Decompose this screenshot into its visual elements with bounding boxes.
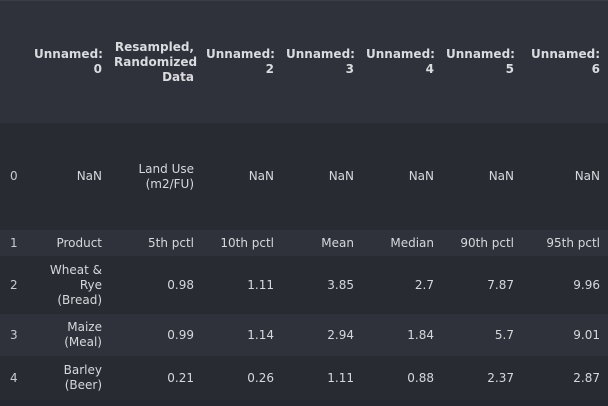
index-header: [0, 1, 30, 123]
header-row: Unnamed: 0 Resampled, Randomized Data Un…: [0, 1, 608, 123]
table-cell: 1.14: [247, 327, 274, 342]
table-cell: 9.01: [573, 327, 600, 342]
table-cell: 2.94: [327, 327, 354, 342]
table-cell: 0.99: [167, 327, 194, 342]
table-cell: Land Use (m2/FU): [138, 161, 195, 191]
table-cell: 1.84: [407, 327, 434, 342]
column-header: Unnamed: 6: [531, 47, 600, 76]
table-cell: 0.98: [167, 277, 194, 292]
table-cell: 10th pctl: [220, 235, 274, 250]
table-row: 2 Wheat & Rye (Bread) 0.98 1.11 3.85 2.7…: [0, 256, 608, 314]
table-cell: 3.85: [327, 277, 354, 292]
table-cell: 1.11: [247, 277, 274, 292]
table-cell: 95th pctl: [546, 235, 600, 250]
table-cell: Median: [390, 235, 434, 250]
table-cell: 90th pctl: [460, 235, 514, 250]
column-header: Unnamed: 2: [206, 47, 275, 76]
table-cell: Product: [56, 235, 102, 250]
column-header: Resampled, Randomized Data: [114, 39, 198, 84]
row-index: 0: [10, 169, 18, 183]
table-cell: 0.26: [247, 370, 274, 385]
column-header: Unnamed: 5: [446, 47, 515, 76]
table-cell: 1.11: [327, 370, 354, 385]
row-index: 1: [10, 235, 18, 250]
table-cell: 2.87: [573, 370, 600, 385]
table-cell: 0.88: [407, 370, 434, 385]
table-cell: Barley (Beer): [63, 363, 102, 392]
table-row: 3 Maize (Meal) 0.99 1.14 2.94 1.84 5.7 9…: [0, 314, 608, 356]
column-header: Unnamed: 0: [34, 47, 103, 76]
row-index: 2: [10, 277, 18, 292]
table-cell: Mean: [321, 235, 354, 250]
table-cell: NaN: [408, 169, 434, 183]
column-header: Unnamed: 3: [286, 47, 355, 76]
row-index: 3: [10, 327, 18, 342]
column-header: Unnamed: 4: [366, 47, 435, 76]
table-cell: Wheat & Rye (Bread): [49, 262, 102, 307]
table-cell: NaN: [488, 169, 514, 183]
table-row: 1 Product 5th pctl 10th pctl Mean Median…: [0, 230, 608, 256]
table-row: 0 NaN Land Use (m2/FU) NaN NaN NaN NaN N…: [0, 123, 608, 230]
table-cell: NaN: [574, 169, 600, 183]
table-row: 4 Barley (Beer) 0.21 0.26 1.11 0.88 2.37…: [0, 356, 608, 400]
table-cell: 9.96: [573, 277, 600, 292]
table-cell: 5th pctl: [147, 235, 194, 250]
table-cell: NaN: [248, 169, 274, 183]
row-index: 4: [10, 370, 18, 385]
table-cell: Maize (Meal): [64, 320, 102, 349]
table-cell: 2.7: [414, 277, 434, 292]
table-cell: NaN: [328, 169, 354, 183]
table-cell: NaN: [76, 169, 102, 183]
table-cell: 7.87: [487, 277, 514, 292]
table-cell: 2.37: [487, 370, 514, 385]
table-cell: 0.21: [167, 370, 194, 385]
table-cell: 5.7: [494, 327, 514, 342]
